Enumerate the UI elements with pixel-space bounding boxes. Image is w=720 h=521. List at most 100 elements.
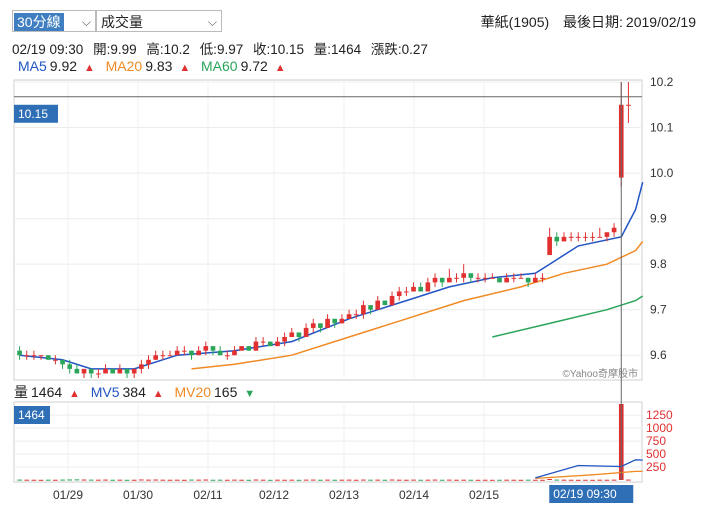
candle-body: [103, 368, 108, 374]
volume-bar: [611, 479, 617, 481]
ma20-label: MA20: [105, 58, 143, 74]
volume-bar: [181, 479, 187, 481]
indicator-select[interactable]: 成交量 ⌵: [96, 10, 222, 32]
ma20-value: 9.83: [145, 58, 173, 74]
candle-body: [626, 104, 631, 106]
volume-bar: [131, 479, 137, 481]
candle-body: [246, 346, 252, 351]
mv5-label: MV5: [90, 384, 120, 400]
candle-body: [575, 236, 581, 238]
volume-bar: [504, 479, 509, 481]
volume-bar: [24, 479, 30, 481]
volume-bar: [196, 479, 201, 481]
volume-bar: [282, 479, 287, 481]
x-tick-label: 01/29: [53, 488, 83, 502]
x-tick-label: 02/13: [329, 488, 359, 502]
candle-body: [461, 273, 467, 278]
volume-bar: [239, 479, 244, 481]
volume-bar: [289, 479, 295, 481]
info-low: 低:9.97: [199, 42, 244, 57]
price-tick-label: 10.1: [650, 121, 674, 135]
volume-bar: [540, 479, 545, 481]
candle-body: [361, 305, 366, 315]
ma60-value: 9.72: [240, 58, 268, 74]
volume-bar: [525, 479, 531, 481]
candle-body: [447, 277, 452, 283]
candle-body: [167, 355, 173, 357]
volume-bar: [432, 479, 438, 481]
candle-body: [583, 236, 588, 238]
candle-body: [88, 368, 94, 374]
volume-tick-label: 750: [646, 434, 666, 448]
volume-bar: [475, 479, 481, 481]
volume-bar: [561, 479, 567, 481]
candle-body: [389, 296, 395, 306]
candle-body: [139, 364, 144, 369]
candle-body: [468, 273, 474, 278]
candle-body: [547, 236, 552, 256]
candle-body: [432, 277, 438, 283]
candle-body: [160, 355, 166, 357]
candle-body: [375, 300, 381, 310]
candle-body: [418, 286, 424, 292]
candle-body: [454, 277, 459, 279]
ma5-label: MA5: [18, 58, 47, 74]
volume-bar: [439, 479, 445, 481]
candle-body: [511, 277, 517, 279]
ma-legend: MA5 9.92 ▲ MA20 9.83 ▲ MA60 9.72 ▲: [18, 58, 289, 74]
volume-bar: [267, 479, 273, 481]
datetime-tag-bg: [549, 485, 634, 503]
volume-bar: [174, 479, 180, 481]
chevron-down-icon[interactable]: ⌵: [207, 15, 217, 29]
candle-body: [325, 318, 330, 328]
price-tick-label: 9.6: [650, 348, 667, 362]
up-arrow-icon: ▲: [179, 62, 191, 74]
candle-body: [224, 355, 230, 357]
stock-header: 華紙(1905) 最後日期: 2019/02/19: [471, 12, 696, 32]
volume-bar: [597, 479, 603, 481]
volume-bar: [81, 479, 87, 481]
chevron-down-icon[interactable]: ⌵: [81, 15, 91, 29]
volume-bar: [117, 479, 123, 481]
volume-bar: [17, 479, 22, 481]
candle-body: [60, 359, 65, 365]
x-tick-label: 02/15: [469, 488, 499, 502]
price-tick-label: 9.9: [650, 212, 667, 226]
volume-bar: [461, 479, 467, 481]
volume-bar: [454, 479, 459, 481]
period-select[interactable]: 30分線 ⌵: [12, 10, 96, 32]
volume-bar: [547, 478, 552, 480]
volume-bar: [217, 479, 223, 481]
volume-bar: [310, 479, 316, 481]
candle-body: [232, 350, 237, 356]
value-tags: 10.15 1464 02/19 09:30: [14, 82, 642, 503]
price-panel-frame: [13, 79, 643, 381]
volume-bar: [60, 479, 65, 481]
price-tick-label: 9.8: [650, 257, 667, 271]
candle-body: [303, 327, 309, 338]
volume-bar: [353, 479, 359, 481]
candle-body: [525, 277, 531, 283]
x-tick-label: 01/30: [123, 488, 153, 502]
period-select-value: 30分線: [14, 13, 64, 31]
volume-bar: [153, 479, 159, 481]
volume-tick-label: 250: [646, 460, 666, 474]
price-tick-label: 10.0: [650, 166, 674, 180]
indicator-select-value: 成交量: [101, 14, 143, 30]
candle-body: [217, 350, 223, 356]
candle-body: [504, 277, 509, 283]
candle-body: [310, 323, 316, 328]
candle-body: [45, 355, 51, 360]
last-date: 2019/02/19: [625, 14, 696, 30]
candle-body: [590, 236, 595, 238]
volume-bar: [275, 479, 280, 481]
volume-bar: [568, 479, 574, 481]
volume-bar: [253, 479, 259, 481]
candle-body: [332, 318, 338, 324]
volume-bar: [489, 479, 495, 481]
volume-bar: [604, 479, 610, 481]
volume-legend: 量 1464 ▲ MV5 384 ▲ MV20 165 ▼: [14, 382, 258, 402]
up-arrow-icon: ▲: [152, 388, 164, 400]
